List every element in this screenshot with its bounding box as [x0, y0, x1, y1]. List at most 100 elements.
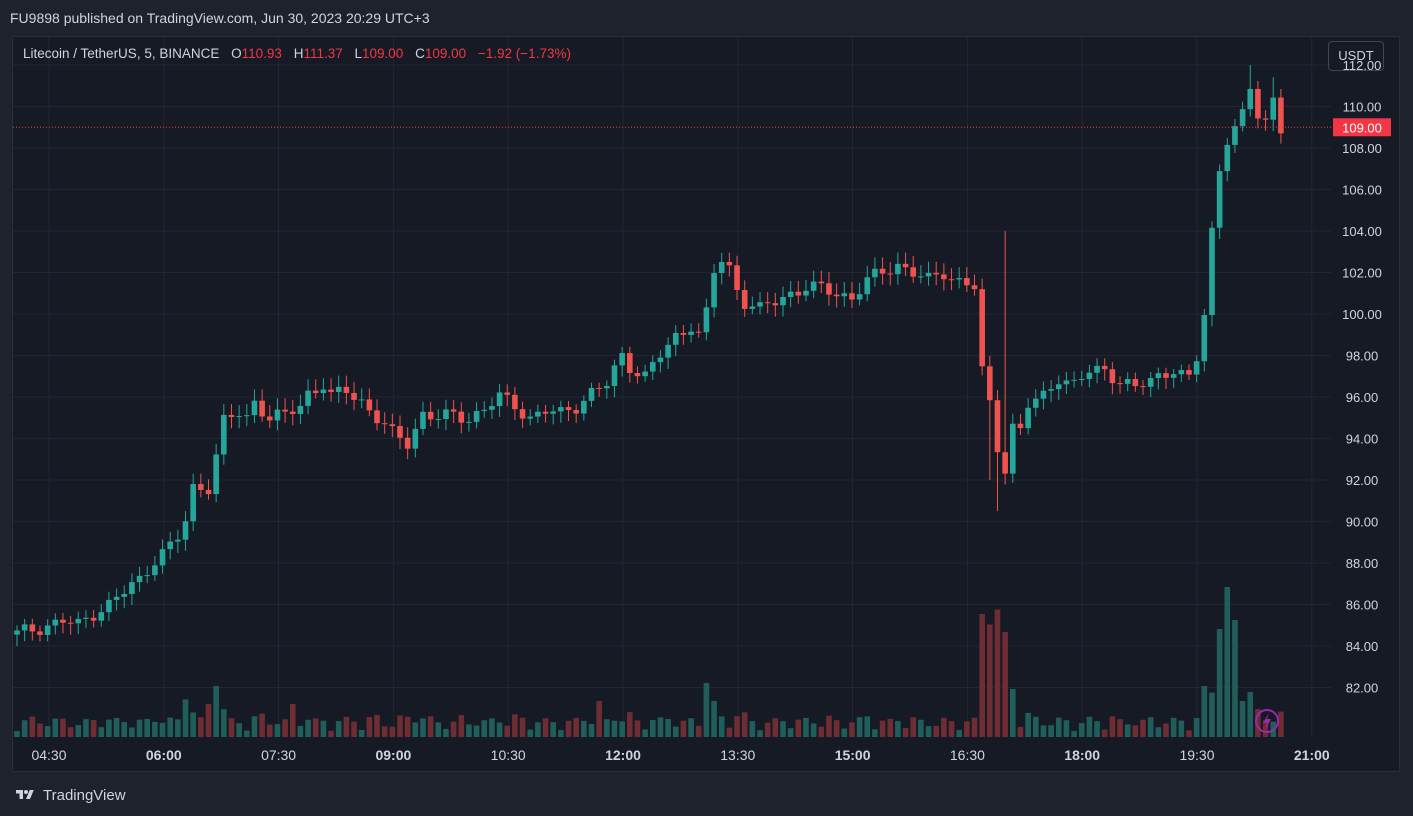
- volume-bar: [29, 716, 36, 737]
- candle-body: [198, 484, 204, 490]
- volume-bar: [113, 717, 120, 737]
- volume-bar: [956, 729, 962, 737]
- volume-bar: [1010, 689, 1016, 737]
- tradingview-brand[interactable]: TradingView: [43, 786, 126, 804]
- volume-bar: [489, 718, 495, 737]
- candle-body: [872, 268, 878, 278]
- candle-body: [312, 390, 319, 394]
- volume-bar: [427, 716, 434, 737]
- y-tick-label: 108.00: [1342, 141, 1382, 156]
- candle-body: [925, 272, 932, 277]
- volume-bar: [198, 717, 204, 737]
- candle-body: [420, 411, 426, 429]
- volume-bar: [581, 720, 587, 737]
- x-tick-label: 12:00: [605, 747, 641, 763]
- candle-body: [833, 294, 840, 297]
- candle-body: [29, 624, 36, 632]
- volume-bar: [872, 729, 878, 737]
- candle-body: [1155, 373, 1162, 379]
- candle-body: [251, 400, 258, 416]
- volume-bars: [14, 587, 1284, 737]
- x-tick-label: 21:00: [1294, 747, 1330, 763]
- volume-bar: [818, 726, 825, 737]
- candle-body: [75, 618, 82, 624]
- candle-body: [1147, 378, 1154, 387]
- volume-bar: [941, 717, 947, 737]
- lightning-icon[interactable]: [1255, 709, 1279, 733]
- candle-body: [711, 273, 717, 308]
- x-tick-label: 16:30: [950, 747, 985, 763]
- candle-body: [1010, 423, 1016, 474]
- volume-bar: [404, 716, 411, 737]
- chart-panel[interactable]: 109.00 112.00 110.00 108.00 106.00 104.00 102…: [12, 36, 1400, 772]
- candle-body: [1201, 315, 1208, 362]
- volume-bar: [481, 720, 488, 737]
- volume-bar: [328, 730, 334, 737]
- candle-body: [381, 423, 388, 425]
- volume-bar: [573, 717, 579, 737]
- open-value: 110.93: [241, 46, 282, 61]
- volume-bar: [236, 723, 242, 737]
- time-axis: 04:30 06:00 07:30 09:00 10:30 12:00 13:30 15:00…: [31, 747, 1329, 763]
- candle-body: [550, 411, 556, 414]
- x-tick-label: 13:30: [720, 747, 755, 763]
- y-tick-label: 92.00: [1346, 473, 1379, 488]
- candle-body: [527, 416, 534, 419]
- volume-bar: [718, 716, 725, 737]
- symbol-label[interactable]: Litecoin / TetherUS, 5, BINANCE: [23, 46, 220, 61]
- volume-bar: [244, 730, 250, 737]
- volume-bar: [144, 718, 151, 737]
- y-tick-label: 84.00: [1346, 639, 1379, 654]
- candle-body: [159, 549, 166, 566]
- candle-body: [1224, 144, 1231, 172]
- volume-bar: [159, 722, 166, 737]
- candle-body: [427, 411, 434, 420]
- candle-body: [1094, 365, 1100, 373]
- candle-body: [849, 293, 855, 300]
- candlestick-chart[interactable]: 109.00 112.00 110.00 108.00 106.00 104.00 102…: [13, 37, 1399, 771]
- volume-bar: [381, 726, 388, 737]
- y-tick-label: 106.00: [1342, 183, 1382, 198]
- candle-body: [718, 261, 725, 274]
- candle-body: [1032, 398, 1039, 408]
- candle-body: [205, 489, 212, 495]
- candle-body: [458, 411, 465, 423]
- candle-body: [83, 617, 89, 619]
- candle-body: [1193, 361, 1200, 375]
- volume-bar: [864, 716, 871, 737]
- volume-bar: [1025, 712, 1031, 737]
- candle-body: [1170, 374, 1177, 378]
- volume-bar: [167, 717, 173, 737]
- candle-body: [535, 411, 541, 417]
- volume-bar: [535, 722, 541, 737]
- currency-selector[interactable]: USDT: [1328, 41, 1384, 71]
- candle-body: [335, 386, 342, 392]
- candle-body: [680, 332, 687, 335]
- y-tick-label: 98.00: [1346, 349, 1379, 364]
- y-tick-label: 100.00: [1342, 307, 1382, 322]
- candle-body: [1247, 88, 1254, 110]
- volume-bar: [910, 717, 917, 737]
- volume-bar: [1132, 725, 1139, 737]
- last-price-label-bg: [1333, 118, 1391, 137]
- volume-bar: [619, 721, 625, 737]
- tradingview-logo-icon[interactable]: [13, 788, 37, 802]
- volume-bar: [964, 721, 970, 737]
- candle-body: [964, 277, 970, 286]
- volume-bar: [297, 725, 304, 737]
- volume-bar: [749, 721, 756, 737]
- volume-bar: [550, 722, 556, 737]
- volume-bar: [803, 717, 809, 737]
- volume-bar: [458, 715, 465, 737]
- candle-body: [864, 277, 871, 295]
- candle-body: [167, 541, 173, 550]
- candle-body: [726, 261, 733, 266]
- volume-bar: [136, 719, 143, 737]
- candle-body: [1270, 97, 1277, 120]
- volume-bar: [266, 724, 273, 737]
- candle-body: [941, 274, 947, 280]
- candle-body: [244, 415, 250, 417]
- candle-body: [14, 630, 20, 635]
- volume-bar: [14, 731, 20, 737]
- volume-bar: [1147, 717, 1154, 737]
